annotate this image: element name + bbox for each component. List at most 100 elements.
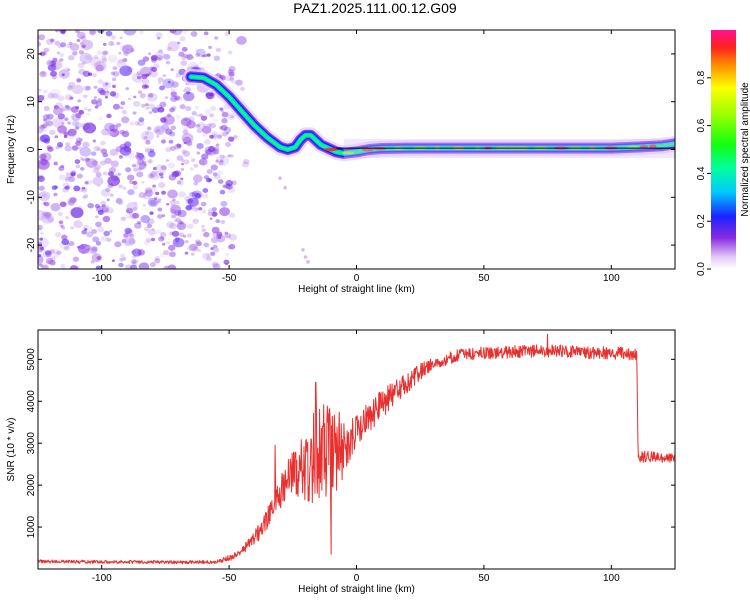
noise-blob bbox=[169, 107, 175, 113]
noise-blob bbox=[112, 92, 120, 99]
noise-blob bbox=[135, 259, 139, 263]
noise-blob bbox=[122, 44, 134, 54]
noise-blob bbox=[118, 51, 122, 55]
noise-blob bbox=[171, 30, 183, 36]
noise-blob bbox=[71, 84, 84, 95]
noise-blob bbox=[205, 149, 213, 155]
noise-blob bbox=[138, 192, 146, 199]
noise-blob bbox=[95, 265, 103, 269]
noise-blob bbox=[115, 146, 124, 153]
noise-blob bbox=[103, 50, 109, 55]
noise-blob bbox=[55, 30, 59, 33]
noise-blob bbox=[168, 139, 174, 144]
noise-blob bbox=[74, 159, 81, 165]
noise-blob bbox=[152, 184, 157, 188]
noise-blob bbox=[47, 260, 53, 265]
noise-blob bbox=[229, 76, 234, 81]
noise-blob bbox=[217, 134, 223, 139]
noise-blob bbox=[225, 262, 229, 266]
noise-blob bbox=[183, 127, 188, 132]
noise-blob bbox=[153, 125, 165, 136]
noise-blob bbox=[70, 226, 74, 230]
noise-blob bbox=[109, 230, 113, 233]
noise-blob bbox=[167, 189, 178, 199]
noise-blob bbox=[183, 159, 190, 165]
noise-blob bbox=[211, 211, 218, 217]
noise-blob bbox=[221, 118, 228, 124]
noise-blob bbox=[97, 79, 104, 85]
noise-blob bbox=[38, 263, 43, 267]
noise-blob bbox=[168, 251, 176, 258]
noise-blob bbox=[75, 140, 82, 146]
noise-blob bbox=[122, 58, 128, 63]
noise-blob bbox=[157, 200, 161, 204]
noise-blob bbox=[140, 215, 150, 224]
noise-blob bbox=[210, 251, 216, 256]
noise-blob bbox=[118, 262, 124, 268]
noise-blob bbox=[139, 93, 146, 99]
noise-blob bbox=[154, 255, 160, 261]
noise-blob bbox=[192, 64, 200, 71]
noise-blob bbox=[202, 209, 207, 214]
noise-blob bbox=[77, 62, 85, 69]
noise-blob bbox=[185, 105, 192, 112]
noise-blob bbox=[167, 162, 176, 169]
noise-blob bbox=[206, 168, 213, 175]
noise-blob bbox=[209, 217, 213, 221]
noise-blob bbox=[170, 91, 177, 97]
noise-blob bbox=[165, 159, 170, 163]
noise-blob bbox=[61, 122, 65, 125]
noise-blob bbox=[110, 160, 119, 168]
noise-blob bbox=[202, 125, 212, 134]
noise-blob bbox=[190, 158, 196, 163]
noise-blob bbox=[194, 239, 201, 245]
noise-blob bbox=[118, 184, 124, 189]
noise-blob bbox=[243, 158, 250, 165]
noise-blob bbox=[178, 51, 185, 57]
noise-blob bbox=[219, 159, 224, 163]
noise-blob bbox=[68, 54, 75, 61]
noise-blob bbox=[94, 203, 100, 209]
noise-blob bbox=[57, 95, 65, 102]
noise-blob bbox=[63, 67, 70, 72]
noise-blob bbox=[80, 35, 87, 41]
noise-blob bbox=[176, 155, 184, 161]
noise-blob bbox=[122, 187, 127, 190]
noise-blob bbox=[145, 140, 151, 145]
noise-blob bbox=[121, 116, 130, 124]
noise-blob bbox=[154, 229, 161, 235]
noise-blob bbox=[109, 193, 115, 198]
noise-blob bbox=[112, 77, 117, 81]
noise-blob bbox=[127, 189, 135, 196]
noise-blob bbox=[203, 31, 209, 36]
noise-blob bbox=[174, 143, 182, 150]
noise-blob bbox=[230, 115, 234, 119]
noise-blob bbox=[82, 122, 97, 134]
spec-xlabel: Height of straight line (km) bbox=[298, 284, 415, 295]
noise-blob bbox=[40, 152, 52, 162]
noise-blob bbox=[163, 53, 171, 60]
noise-blob bbox=[121, 110, 127, 115]
noise-blob bbox=[68, 241, 75, 247]
noise-blob bbox=[76, 246, 80, 249]
noise-blob bbox=[120, 216, 127, 222]
noise-blob bbox=[166, 202, 170, 206]
noise-blob bbox=[87, 202, 94, 209]
noise-blob bbox=[224, 183, 231, 189]
noise-blob bbox=[54, 135, 59, 139]
noise-blob bbox=[182, 129, 189, 135]
noise-blob bbox=[173, 170, 182, 177]
noise-blob bbox=[38, 185, 45, 191]
noise-blob bbox=[179, 104, 186, 110]
noise-blob bbox=[209, 122, 217, 129]
colorbar-tick-label: 0.4 bbox=[696, 166, 707, 180]
noise-blob bbox=[147, 218, 155, 225]
noise-blob bbox=[49, 256, 56, 262]
noise-blob bbox=[201, 228, 207, 233]
noise-blob bbox=[221, 111, 229, 118]
noise-blob bbox=[145, 237, 152, 243]
noise-blob bbox=[130, 48, 135, 53]
noise-blob bbox=[59, 30, 67, 34]
noise-blob bbox=[149, 171, 158, 178]
noise-blob bbox=[178, 191, 186, 198]
